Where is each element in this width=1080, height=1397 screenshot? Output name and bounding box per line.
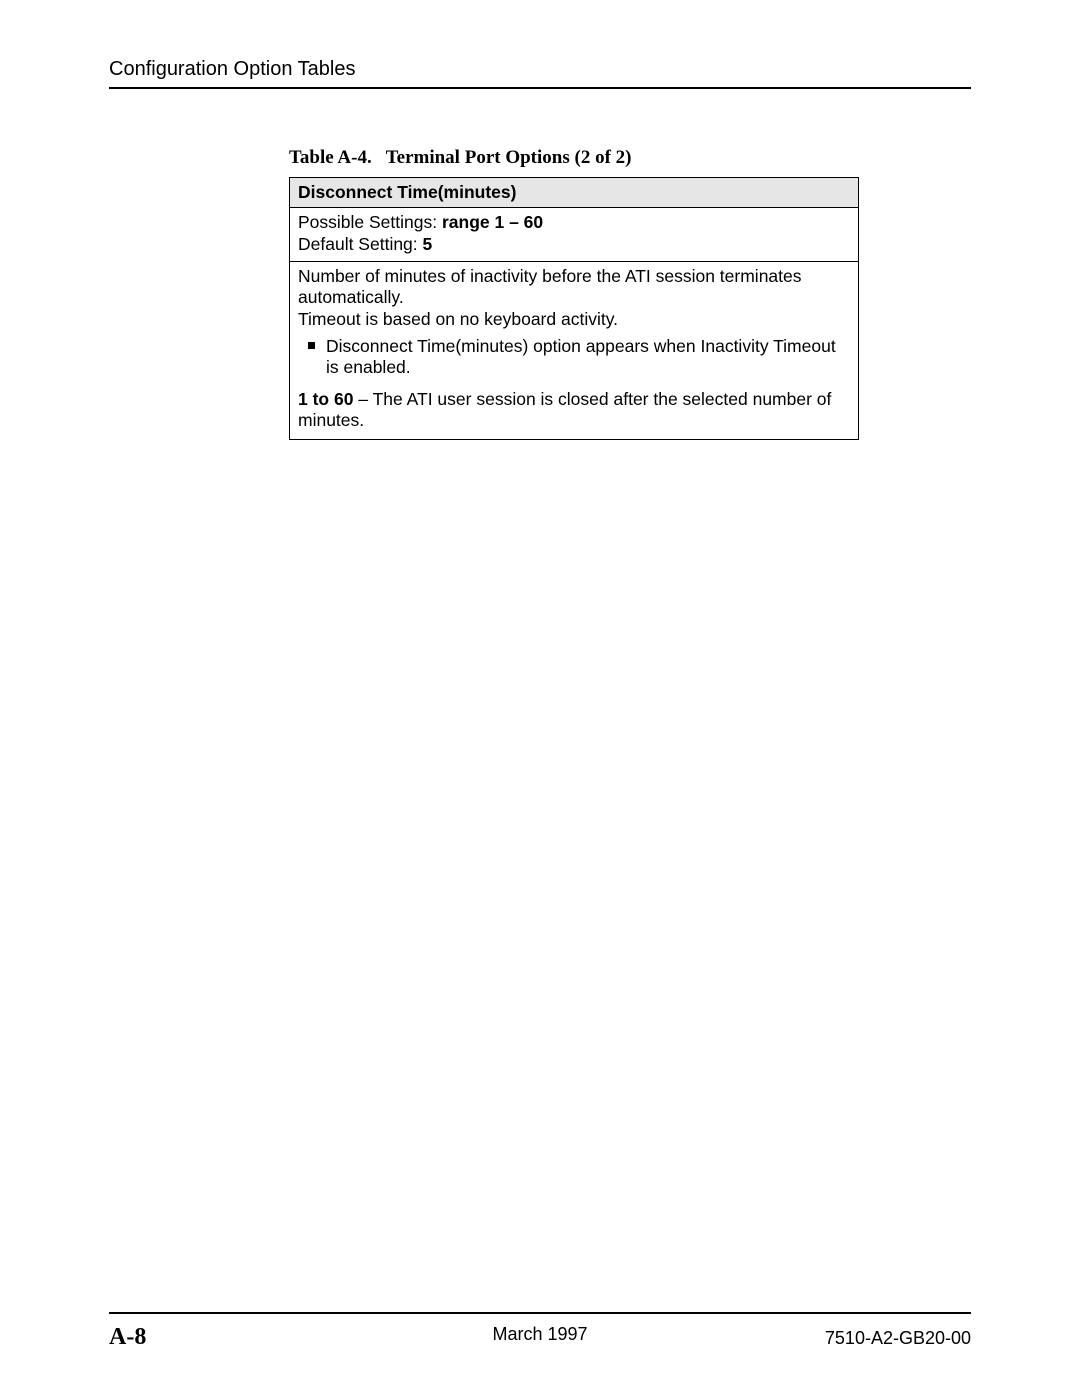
possible-settings-value: range 1 – 60 <box>442 212 543 232</box>
possible-settings-label: Possible Settings: <box>298 212 442 232</box>
bullet-item: Disconnect Time(minutes) option appears … <box>298 330 850 385</box>
description-line-1: Number of minutes of inactivity before t… <box>298 266 850 309</box>
default-setting-line: Default Setting: 5 <box>298 234 850 255</box>
table-caption-title: Terminal Port Options (2 of 2) <box>386 147 632 168</box>
range-text: – The ATI user session is closed after t… <box>298 389 831 430</box>
table-caption: Table A-4. Terminal Port Options (2 of 2) <box>289 147 859 169</box>
range-line: 1 to 60 – The ATI user session is closed… <box>298 385 850 432</box>
default-setting-label: Default Setting: <box>298 234 423 254</box>
option-table: Disconnect Time(minutes) Possible Settin… <box>289 177 859 440</box>
default-setting-value: 5 <box>423 234 433 254</box>
table-caption-label: Table A-4. <box>289 147 372 168</box>
table-row-settings: Possible Settings: range 1 – 60 Default … <box>290 208 858 262</box>
description-line-2: Timeout is based on no keyboard activity… <box>298 309 850 330</box>
running-head: Configuration Option Tables <box>109 58 971 89</box>
table-container: Table A-4. Terminal Port Options (2 of 2)… <box>289 147 859 440</box>
footer-doc-id: 7510-A2-GB20-00 <box>825 1328 971 1349</box>
page-number: A-8 <box>109 1324 146 1351</box>
page: Configuration Option Tables Table A-4. Te… <box>0 0 1080 1397</box>
range-label: 1 to 60 <box>298 389 353 409</box>
table-row-description: Number of minutes of inactivity before t… <box>290 262 858 439</box>
possible-settings-line: Possible Settings: range 1 – 60 <box>298 212 850 233</box>
table-row-header: Disconnect Time(minutes) <box>290 178 858 208</box>
page-footer: A-8 March 1997 7510-A2-GB20-00 <box>109 1312 971 1351</box>
